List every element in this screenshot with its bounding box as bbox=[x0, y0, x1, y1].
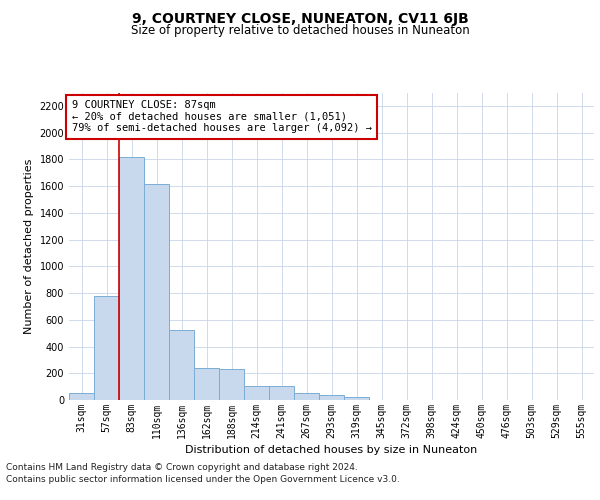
Bar bbox=[219, 368, 244, 400]
Text: 9 COURTNEY CLOSE: 87sqm
← 20% of detached houses are smaller (1,051)
79% of semi: 9 COURTNEY CLOSE: 87sqm ← 20% of detache… bbox=[71, 100, 371, 134]
Text: 9, COURTNEY CLOSE, NUNEATON, CV11 6JB: 9, COURTNEY CLOSE, NUNEATON, CV11 6JB bbox=[131, 12, 469, 26]
Text: Contains HM Land Registry data © Crown copyright and database right 2024.: Contains HM Land Registry data © Crown c… bbox=[6, 462, 358, 471]
Bar bbox=[144, 184, 169, 400]
Bar bbox=[119, 156, 144, 400]
X-axis label: Distribution of detached houses by size in Nuneaton: Distribution of detached houses by size … bbox=[185, 445, 478, 455]
Bar bbox=[294, 392, 319, 400]
Text: Size of property relative to detached houses in Nuneaton: Size of property relative to detached ho… bbox=[131, 24, 469, 37]
Y-axis label: Number of detached properties: Number of detached properties bbox=[24, 158, 34, 334]
Bar bbox=[344, 398, 369, 400]
Bar bbox=[169, 330, 194, 400]
Bar bbox=[269, 386, 294, 400]
Bar bbox=[69, 392, 94, 400]
Bar bbox=[319, 394, 344, 400]
Text: Contains public sector information licensed under the Open Government Licence v3: Contains public sector information licen… bbox=[6, 475, 400, 484]
Bar bbox=[244, 386, 269, 400]
Bar bbox=[94, 296, 119, 400]
Bar bbox=[194, 368, 219, 400]
